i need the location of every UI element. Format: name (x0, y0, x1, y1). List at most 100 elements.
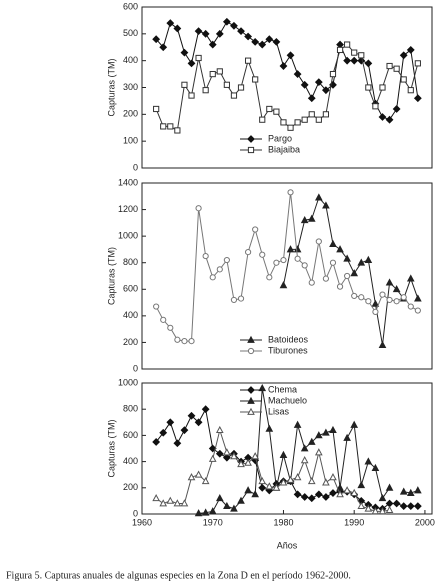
marker (223, 501, 231, 510)
marker (301, 116, 308, 123)
marker (173, 499, 182, 507)
marker (307, 214, 316, 222)
marker (251, 452, 260, 460)
marker (215, 425, 224, 434)
marker (244, 57, 252, 64)
legend-label: Lisas (268, 406, 290, 416)
marker (201, 476, 210, 485)
series-line (155, 43, 419, 132)
marker (379, 84, 386, 91)
marker (159, 499, 168, 507)
x-tick-label: 1990 (344, 517, 364, 527)
marker (336, 490, 344, 498)
marker (406, 46, 415, 54)
marker (286, 245, 295, 253)
y-axis-label: Capturas (TM) (106, 419, 116, 477)
marker (344, 41, 351, 48)
marker (329, 489, 337, 497)
marker (379, 291, 386, 298)
marker (344, 272, 351, 280)
marker (216, 68, 223, 75)
marker (357, 258, 366, 266)
marker (322, 275, 330, 282)
marker (222, 453, 231, 462)
marker (321, 86, 330, 95)
marker (351, 49, 358, 56)
y-tick-label: 100 (123, 136, 138, 146)
marker (385, 115, 394, 124)
marker (321, 493, 330, 501)
marker (195, 205, 202, 212)
marker (272, 483, 281, 491)
marker (300, 493, 309, 501)
marker (314, 490, 323, 499)
marker (350, 420, 359, 428)
y-tick-label: 400 (123, 456, 138, 466)
marker (407, 303, 414, 310)
series-line (155, 21, 419, 121)
marker (174, 127, 181, 134)
marker (314, 78, 323, 87)
marker (364, 457, 373, 465)
marker (194, 418, 203, 427)
marker (364, 504, 373, 512)
marker (237, 295, 245, 302)
marker (400, 294, 407, 301)
series-line (155, 407, 418, 510)
y-tick-label: 600 (123, 430, 138, 440)
marker (314, 193, 323, 201)
marker (152, 35, 161, 44)
marker (244, 458, 252, 466)
marker (266, 105, 273, 113)
marker (414, 307, 421, 314)
marker (287, 189, 294, 196)
marker (392, 285, 401, 293)
marker (195, 54, 202, 62)
marker (208, 454, 217, 462)
marker (173, 439, 182, 448)
marker (358, 52, 365, 59)
legend-label: Machuelo (268, 395, 307, 405)
marker (372, 308, 379, 315)
marker (187, 59, 196, 68)
marker (358, 294, 365, 301)
marker (174, 336, 181, 343)
marker (386, 296, 393, 304)
marker (247, 146, 255, 154)
marker (187, 411, 196, 420)
marker (286, 475, 295, 483)
marker (300, 456, 309, 464)
legend-label: Batoideos (268, 334, 309, 344)
marker (273, 108, 280, 115)
marker (230, 504, 238, 512)
marker (247, 135, 255, 143)
legend-label: Chema (268, 384, 297, 394)
marker (216, 266, 223, 273)
marker (336, 40, 344, 49)
marker (378, 507, 387, 515)
marker (365, 84, 372, 91)
marker (322, 428, 330, 436)
marker (153, 303, 160, 310)
marker (350, 488, 359, 496)
series-line (155, 428, 390, 512)
marker (307, 494, 316, 503)
marker (364, 59, 373, 68)
marker (343, 56, 352, 65)
marker (414, 294, 422, 302)
marker (251, 490, 260, 498)
y-tick-label: 800 (123, 404, 138, 414)
caption: Figura 5. Capturas anuales de algunas es… (6, 570, 351, 581)
marker (202, 252, 209, 260)
y-tick-label: 600 (123, 284, 138, 294)
marker (173, 24, 182, 33)
marker (167, 123, 174, 130)
marker (230, 21, 238, 30)
marker (343, 254, 351, 262)
marker (194, 509, 203, 517)
marker (201, 29, 210, 38)
marker (336, 245, 344, 253)
marker (294, 119, 301, 126)
marker (364, 255, 373, 263)
marker (343, 486, 351, 494)
